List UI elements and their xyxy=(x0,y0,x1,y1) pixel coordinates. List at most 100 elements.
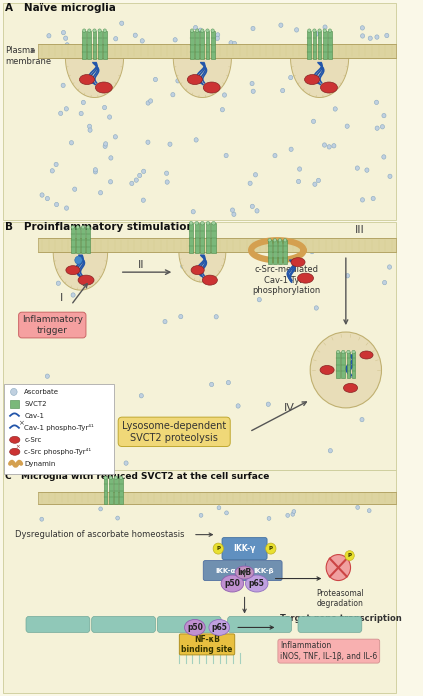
Circle shape xyxy=(146,140,150,145)
Circle shape xyxy=(266,402,270,406)
Circle shape xyxy=(251,26,255,31)
Text: C   Microglia with reduced SVCT2 at the cell surface: C Microglia with reduced SVCT2 at the ce… xyxy=(5,472,270,481)
Polygon shape xyxy=(173,58,231,97)
Circle shape xyxy=(229,40,233,45)
FancyBboxPatch shape xyxy=(206,31,209,58)
Circle shape xyxy=(163,319,167,324)
Circle shape xyxy=(215,36,220,40)
Circle shape xyxy=(375,35,379,39)
Circle shape xyxy=(356,505,360,509)
Circle shape xyxy=(130,181,134,186)
FancyBboxPatch shape xyxy=(38,44,396,58)
Circle shape xyxy=(288,75,293,80)
Circle shape xyxy=(199,513,203,517)
Circle shape xyxy=(346,274,349,278)
Circle shape xyxy=(236,404,240,408)
Text: p65: p65 xyxy=(249,579,265,588)
Circle shape xyxy=(232,212,236,216)
Circle shape xyxy=(292,509,296,514)
Ellipse shape xyxy=(202,275,217,285)
Text: Lysosome-dependent
SVCT2 proteolysis: Lysosome-dependent SVCT2 proteolysis xyxy=(122,421,226,443)
Ellipse shape xyxy=(343,383,357,393)
FancyBboxPatch shape xyxy=(157,617,221,633)
Ellipse shape xyxy=(78,275,94,285)
Circle shape xyxy=(360,26,365,30)
Ellipse shape xyxy=(10,448,20,455)
FancyBboxPatch shape xyxy=(38,238,396,252)
Ellipse shape xyxy=(184,619,205,635)
Ellipse shape xyxy=(323,29,327,33)
Text: IV: IV xyxy=(284,403,295,413)
Circle shape xyxy=(75,256,82,264)
Ellipse shape xyxy=(66,266,80,275)
Circle shape xyxy=(88,124,92,129)
FancyBboxPatch shape xyxy=(3,3,396,220)
FancyBboxPatch shape xyxy=(82,31,86,58)
Circle shape xyxy=(61,31,66,35)
Circle shape xyxy=(93,168,97,172)
Circle shape xyxy=(289,147,293,152)
Ellipse shape xyxy=(283,239,287,242)
FancyBboxPatch shape xyxy=(346,352,350,378)
Text: p50: p50 xyxy=(187,623,203,632)
Circle shape xyxy=(313,182,317,187)
Circle shape xyxy=(225,511,228,515)
Ellipse shape xyxy=(190,29,194,33)
Circle shape xyxy=(50,168,54,173)
Circle shape xyxy=(311,119,316,124)
Text: A   Naïve microglia: A Naïve microglia xyxy=(5,3,116,13)
Circle shape xyxy=(294,28,299,32)
FancyBboxPatch shape xyxy=(104,477,107,504)
Circle shape xyxy=(99,191,103,195)
Text: ×: × xyxy=(19,420,25,426)
Ellipse shape xyxy=(82,29,86,33)
Circle shape xyxy=(102,105,107,110)
Circle shape xyxy=(148,99,153,103)
Circle shape xyxy=(297,167,302,171)
Circle shape xyxy=(382,155,386,159)
FancyBboxPatch shape xyxy=(88,31,91,58)
Ellipse shape xyxy=(201,29,204,33)
Circle shape xyxy=(134,178,138,182)
FancyBboxPatch shape xyxy=(103,31,107,58)
Circle shape xyxy=(81,100,85,104)
FancyBboxPatch shape xyxy=(228,617,291,633)
Text: c-Src-mediated
Cav-1 Tyr¹⁴
phosphorylation: c-Src-mediated Cav-1 Tyr¹⁴ phosphorylati… xyxy=(253,265,321,295)
FancyBboxPatch shape xyxy=(323,31,327,58)
Text: III: III xyxy=(355,226,365,235)
Ellipse shape xyxy=(268,239,271,242)
Text: p65: p65 xyxy=(212,623,227,632)
FancyBboxPatch shape xyxy=(26,617,90,633)
Circle shape xyxy=(387,264,392,269)
FancyBboxPatch shape xyxy=(298,617,362,633)
Circle shape xyxy=(224,153,228,158)
Text: IκB: IκB xyxy=(237,568,252,577)
Ellipse shape xyxy=(71,226,74,229)
FancyBboxPatch shape xyxy=(76,227,80,253)
FancyBboxPatch shape xyxy=(318,31,321,58)
Circle shape xyxy=(310,249,314,254)
Circle shape xyxy=(77,409,80,413)
Circle shape xyxy=(104,142,108,146)
Ellipse shape xyxy=(305,74,320,84)
Ellipse shape xyxy=(191,266,204,275)
Circle shape xyxy=(375,126,379,130)
Circle shape xyxy=(248,181,252,186)
Circle shape xyxy=(191,209,195,214)
Circle shape xyxy=(40,517,44,521)
Circle shape xyxy=(69,141,74,145)
FancyBboxPatch shape xyxy=(201,31,204,58)
FancyBboxPatch shape xyxy=(200,223,204,253)
FancyBboxPatch shape xyxy=(38,491,396,504)
Ellipse shape xyxy=(80,74,94,84)
Ellipse shape xyxy=(187,74,202,84)
Circle shape xyxy=(344,247,348,252)
Circle shape xyxy=(324,91,329,95)
Ellipse shape xyxy=(328,29,332,33)
FancyBboxPatch shape xyxy=(109,477,113,504)
Circle shape xyxy=(368,36,372,40)
Circle shape xyxy=(40,193,44,197)
Circle shape xyxy=(176,79,180,83)
FancyBboxPatch shape xyxy=(92,617,155,633)
Circle shape xyxy=(103,144,107,148)
